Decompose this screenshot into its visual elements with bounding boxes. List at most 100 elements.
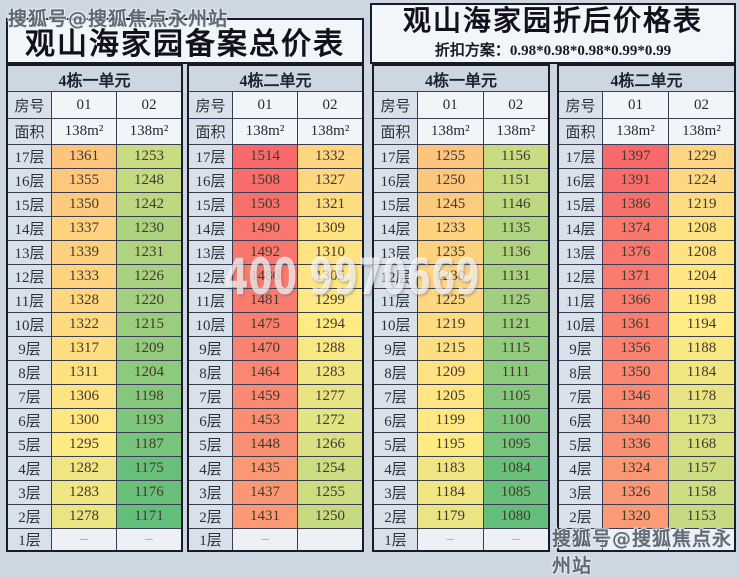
floor-row: 8层 1464 1283 <box>189 361 362 385</box>
floor-row: 4层 1282 1175 <box>8 457 181 481</box>
floor-label: 11层 <box>8 289 52 313</box>
floor-label: 10层 <box>559 313 603 337</box>
room-header-label: 房号 <box>559 92 603 119</box>
price-cell: 1464 <box>233 361 298 385</box>
left-sheet-title-box: 观山海家园备案总价表 <box>6 18 364 64</box>
price-cell: 1336 <box>603 433 669 457</box>
price-cell: 1173 <box>669 409 734 433</box>
price-cell: 1332 <box>298 145 362 169</box>
price-cell: 1105 <box>483 385 548 409</box>
floor-row: 5层 1448 1266 <box>189 433 362 457</box>
price-cell: 1310 <box>298 241 362 265</box>
price-cell: 1333 <box>52 265 117 289</box>
floor-row: 4层 1324 1157 <box>559 457 734 481</box>
floor-label: 12层 <box>374 265 418 289</box>
price-cell: 1199 <box>418 409 484 433</box>
price-cell: 1295 <box>52 433 117 457</box>
price-cell: 1219 <box>418 313 484 337</box>
floor-row: 3层 1184 1085 <box>374 481 548 505</box>
floor-row: 4层 1435 1254 <box>189 457 362 481</box>
price-cell: 1242 <box>117 193 181 217</box>
floor-label: 10层 <box>8 313 52 337</box>
price-cell: 1305 <box>298 265 362 289</box>
price-cell: 1320 <box>603 505 669 529</box>
room-number: 02 <box>669 92 734 119</box>
watermark-phone: 400 9970669 <box>224 248 480 306</box>
price-cell: 1100 <box>483 409 548 433</box>
floor-row: 15层 1350 1242 <box>8 193 181 217</box>
price-cell: 1371 <box>603 265 669 289</box>
price-cell: 1255 <box>418 145 484 169</box>
floor-label: 7层 <box>374 385 418 409</box>
price-cell: 1492 <box>233 241 298 265</box>
floor-row: 8层 1209 1111 <box>374 361 548 385</box>
price-cell: 1208 <box>669 241 734 265</box>
right-sheet-title-box: 观山海家园折后价格表 折扣方案：0.98*0.98*0.98*0.99*0.99 <box>370 3 736 64</box>
floor-row: 13层 1339 1231 <box>8 241 181 265</box>
price-cell: 1085 <box>483 481 548 505</box>
price-cell: 1391 <box>603 169 669 193</box>
room-number: 01 <box>603 92 669 119</box>
room-number: 02 <box>117 92 181 119</box>
area-header-label: 面积 <box>559 119 603 145</box>
floor-label: 7层 <box>559 385 603 409</box>
floor-label: 1层 <box>8 529 52 550</box>
floor-row: 14层 1374 1208 <box>559 217 734 241</box>
price-cell: 1481 <box>233 289 298 313</box>
price-cell: – <box>418 529 484 550</box>
price-cell: 1219 <box>669 193 734 217</box>
floor-row: 16层 1250 1151 <box>374 169 548 193</box>
floor-label: 7层 <box>189 385 233 409</box>
floor-row: 1层 – – <box>8 529 181 550</box>
floor-row: 12层 1371 1204 <box>559 265 734 289</box>
price-cell: 1255 <box>298 481 362 505</box>
price-cell: 1195 <box>418 433 484 457</box>
area-value: 138m² <box>418 119 484 145</box>
price-cell: 1080 <box>483 505 548 529</box>
floor-label: 4层 <box>189 457 233 481</box>
area-value: 138m² <box>483 119 548 145</box>
price-cell: 1356 <box>603 337 669 361</box>
floor-label: 10层 <box>189 313 233 337</box>
price-cell: 1366 <box>603 289 669 313</box>
room-number-row: 房号 01 02 <box>559 92 734 119</box>
room-number: 01 <box>233 92 298 119</box>
price-cell: 1254 <box>298 457 362 481</box>
price-cell: 1300 <box>52 409 117 433</box>
room-number: 02 <box>298 92 362 119</box>
price-cell: 1288 <box>298 337 362 361</box>
floor-row: 4层 1183 1084 <box>374 457 548 481</box>
price-cell: 1278 <box>52 505 117 529</box>
floor-row: 13层 1235 1136 <box>374 241 548 265</box>
floor-row: 6层 1300 1193 <box>8 409 181 433</box>
floor-label: 6层 <box>8 409 52 433</box>
area-header-label: 面积 <box>374 119 418 145</box>
floor-label: 13层 <box>559 241 603 265</box>
floor-row: 3层 1283 1176 <box>8 481 181 505</box>
floor-row: 7层 1306 1198 <box>8 385 181 409</box>
floor-label: 3层 <box>559 481 603 505</box>
floor-row: 15层 1245 1146 <box>374 193 548 217</box>
floor-row: 7层 1205 1105 <box>374 385 548 409</box>
room-number: 01 <box>52 92 117 119</box>
floor-label: 6层 <box>189 409 233 433</box>
price-cell: 1327 <box>298 169 362 193</box>
price-cell: 1448 <box>233 433 298 457</box>
price-cell: 1194 <box>669 313 734 337</box>
price-cell: 1490 <box>233 217 298 241</box>
price-cell: 1171 <box>117 505 181 529</box>
area-header-label: 面积 <box>8 119 52 145</box>
room-number: 01 <box>418 92 484 119</box>
floor-row: 11层 1366 1198 <box>559 289 734 313</box>
price-cell: 1322 <box>52 313 117 337</box>
area-header-label: 面积 <box>189 119 233 145</box>
area-row: 面积 138m² 138m² <box>8 119 181 145</box>
price-cell: 1204 <box>669 265 734 289</box>
unit-header-row: 4栋二单元 <box>559 66 734 92</box>
price-cell: 1321 <box>298 193 362 217</box>
price-cell: 1208 <box>669 217 734 241</box>
floor-row: 6层 1199 1100 <box>374 409 548 433</box>
area-value: 138m² <box>52 119 117 145</box>
price-cell: 1245 <box>418 193 484 217</box>
unit-header-row: 4栋二单元 <box>189 66 362 92</box>
